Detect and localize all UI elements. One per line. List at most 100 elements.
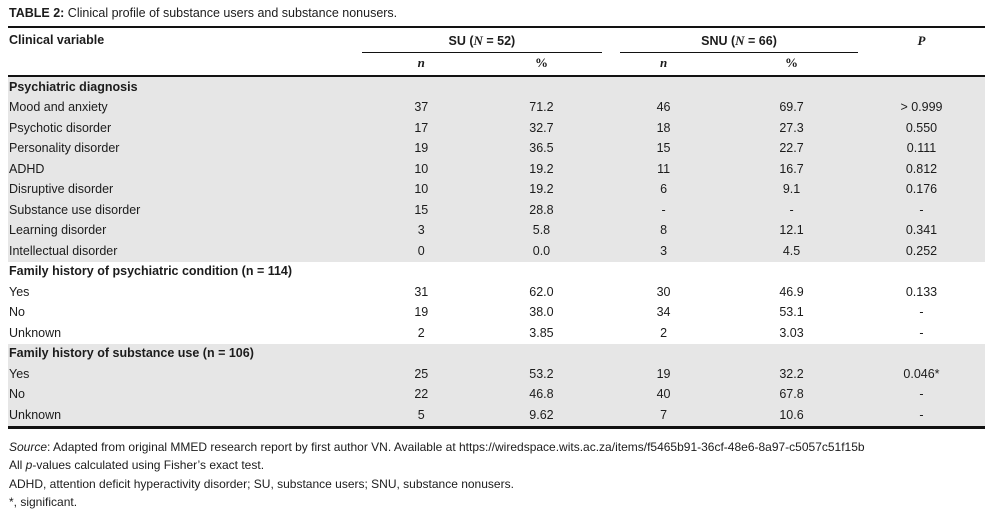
table-title: TABLE 2: Clinical profile of substance u… [8, 6, 985, 26]
cell-p: > 0.999 [900, 100, 943, 114]
snu-group-label: SNU (N = 66) [620, 33, 858, 53]
cell-snu-pct: 69.7 [779, 100, 804, 114]
cell-p: - [919, 325, 924, 340]
cell-snu-pct: 4.5 [782, 243, 801, 258]
cell-su-n: 17 [414, 120, 429, 135]
cell-su-n: 22 [414, 387, 429, 401]
cell-snu-n: 19 [656, 366, 671, 381]
table-row: No 19 38.0 34 53.1 - [8, 302, 985, 323]
table-row: Yes 25 53.2 19 32.2 0.046* [8, 364, 985, 385]
su-group-label: SU (N = 52) [361, 33, 603, 53]
cell-su-n: 19 [414, 141, 429, 155]
cell-su-n: 2 [417, 325, 425, 340]
col-header-clinical-variable: Clinical variable [9, 33, 105, 47]
cell-p: 0.176 [905, 182, 938, 196]
header-row-subcolumns: n % n % [8, 53, 985, 77]
footnote-pvalues-symbol: p [25, 458, 33, 472]
cell-p: 0.812 [905, 161, 938, 176]
table-row: Substance use disorder 15 28.8 - - - [8, 200, 985, 221]
cell-label: Personality disorder [9, 141, 120, 155]
footnote-source: Source: Adapted from original MMED resea… [9, 438, 985, 457]
cell-label: Substance use disorder [9, 202, 141, 217]
cell-su-pct: 5.8 [532, 223, 551, 237]
section-label: Family history of substance use (n = 106… [9, 346, 254, 360]
cell-label: No [9, 305, 25, 319]
footnote-pvalues: All p-values calculated using Fisher’s e… [9, 456, 985, 475]
cell-su-n: 31 [414, 284, 429, 299]
cell-label: No [9, 387, 25, 401]
cell-snu-pct: 16.7 [779, 161, 804, 176]
su-group-n-symbol: N [473, 33, 483, 48]
table-row: Yes 31 62.0 30 46.9 0.133 [8, 282, 985, 303]
cell-su-pct: 9.62 [529, 407, 554, 422]
col-header-snu-n: n [602, 53, 726, 77]
section-row: Family history of substance use (n = 106… [8, 343, 985, 364]
su-group-prefix: SU ( [448, 34, 474, 48]
cell-su-pct: 0.0 [532, 243, 551, 258]
cell-snu-n: 46 [656, 100, 671, 114]
cell-p: - [919, 407, 924, 422]
cell-snu-n: 7 [660, 407, 668, 422]
col-header-su-n: n [361, 53, 481, 77]
cell-snu-pct: 67.8 [779, 387, 804, 401]
cell-snu-pct: 32.2 [779, 366, 804, 381]
table-row: Unknown 5 9.62 7 10.6 - [8, 405, 985, 427]
cell-su-n: 10 [414, 161, 429, 176]
snu-group-prefix: SNU ( [701, 34, 736, 48]
cell-snu-pct: 12.1 [779, 223, 804, 237]
section-row: Psychiatric diagnosis [8, 76, 985, 98]
cell-su-pct: 3.85 [529, 325, 554, 340]
su-group-suffix: = 52) [482, 34, 516, 48]
cell-su-pct: 38.0 [529, 305, 554, 319]
table-row: Psychotic disorder 17 32.7 18 27.3 0.550 [8, 118, 985, 139]
cell-snu-n: 18 [656, 120, 671, 135]
cell-snu-pct: 27.3 [779, 120, 804, 135]
cell-p: - [919, 202, 924, 217]
col-header-p: P [917, 33, 926, 48]
footnote-pvalues-prefix: All [9, 458, 26, 472]
footnote-source-label: Source [9, 439, 48, 454]
cell-label: Learning disorder [9, 223, 107, 237]
section-row: Family history of psychiatric condition … [8, 261, 985, 282]
cell-su-pct: 32.7 [529, 120, 554, 135]
cell-snu-n: 8 [660, 223, 668, 237]
cell-snu-pct: 10.6 [779, 407, 804, 422]
cell-p: 0.046* [903, 366, 940, 381]
cell-p: 0.341 [905, 223, 938, 237]
clinical-profile-table: Clinical variable SU (N = 52) SNU (N = 6… [8, 26, 985, 429]
table-row: ADHD 10 19.2 11 16.7 0.812 [8, 159, 985, 180]
cell-su-n: 5 [417, 407, 425, 422]
footnote-abbreviations: ADHD, attention deficit hyperactivity di… [9, 476, 514, 491]
cell-label: Psychotic disorder [9, 120, 112, 135]
footnote-pvalues-text: -values calculated using Fisher’s exact … [32, 458, 265, 472]
footnote-significance: *, significant. [9, 495, 78, 509]
cell-su-pct: 36.5 [529, 141, 554, 155]
cell-su-pct: 46.8 [529, 387, 554, 401]
cell-snu-n: 40 [656, 387, 671, 401]
table-row: Learning disorder 3 5.8 8 12.1 0.341 [8, 220, 985, 241]
cell-p: - [919, 305, 924, 319]
cell-snu-pct: 3.03 [779, 325, 804, 340]
cell-su-pct: 19.2 [529, 161, 554, 176]
cell-label: Intellectual disorder [9, 243, 118, 258]
cell-p: 0.111 [906, 141, 937, 155]
cell-snu-n: 2 [660, 325, 668, 340]
cell-label: ADHD [9, 161, 45, 176]
cell-label: Yes [9, 366, 30, 381]
subheader-empty [857, 53, 985, 77]
table-row: Unknown 2 3.85 2 3.03 - [8, 323, 985, 344]
cell-su-n: 3 [417, 223, 425, 237]
table-title-label: TABLE 2: [9, 6, 65, 20]
cell-snu-n: - [661, 202, 666, 217]
cell-snu-pct: 9.1 [782, 182, 801, 196]
footnotes: Source: Adapted from original MMED resea… [8, 429, 985, 512]
cell-snu-n: 3 [660, 243, 668, 258]
cell-p: 0.550 [905, 120, 938, 135]
table-row: Disruptive disorder 10 19.2 6 9.1 0.176 [8, 179, 985, 200]
cell-su-n: 0 [417, 243, 425, 258]
cell-su-pct: 28.8 [529, 202, 554, 217]
cell-su-pct: 71.2 [529, 100, 554, 114]
cell-label: Unknown [9, 407, 62, 422]
cell-su-n: 19 [414, 305, 429, 319]
